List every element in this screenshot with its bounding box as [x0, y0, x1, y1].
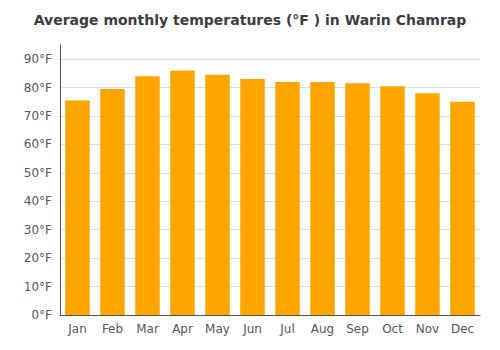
svg-text:20°F: 20°F: [24, 251, 52, 265]
svg-text:30°F: 30°F: [24, 223, 52, 237]
svg-text:Mar: Mar: [136, 322, 159, 336]
svg-text:Average monthly temperatures (: Average monthly temperatures (°F ) in Wa…: [34, 12, 467, 28]
svg-text:70°F: 70°F: [24, 109, 52, 123]
svg-text:Jul: Jul: [279, 322, 294, 336]
svg-text:60°F: 60°F: [24, 137, 52, 151]
svg-text:Feb: Feb: [102, 322, 123, 336]
svg-text:May: May: [205, 322, 230, 336]
svg-text:Oct: Oct: [382, 322, 403, 336]
svg-text:Jun: Jun: [242, 322, 262, 336]
svg-text:0°F: 0°F: [31, 308, 52, 322]
svg-text:Dec: Dec: [451, 322, 474, 336]
svg-text:40°F: 40°F: [24, 194, 52, 208]
svg-text:Sep: Sep: [346, 322, 369, 336]
svg-text:50°F: 50°F: [24, 166, 52, 180]
svg-text:Nov: Nov: [416, 322, 439, 336]
svg-text:10°F: 10°F: [24, 280, 52, 294]
svg-text:90°F: 90°F: [24, 52, 52, 66]
svg-text:Aug: Aug: [311, 322, 334, 336]
svg-text:Jan: Jan: [67, 322, 87, 336]
svg-text:80°F: 80°F: [24, 81, 52, 95]
svg-text:Apr: Apr: [172, 322, 193, 336]
